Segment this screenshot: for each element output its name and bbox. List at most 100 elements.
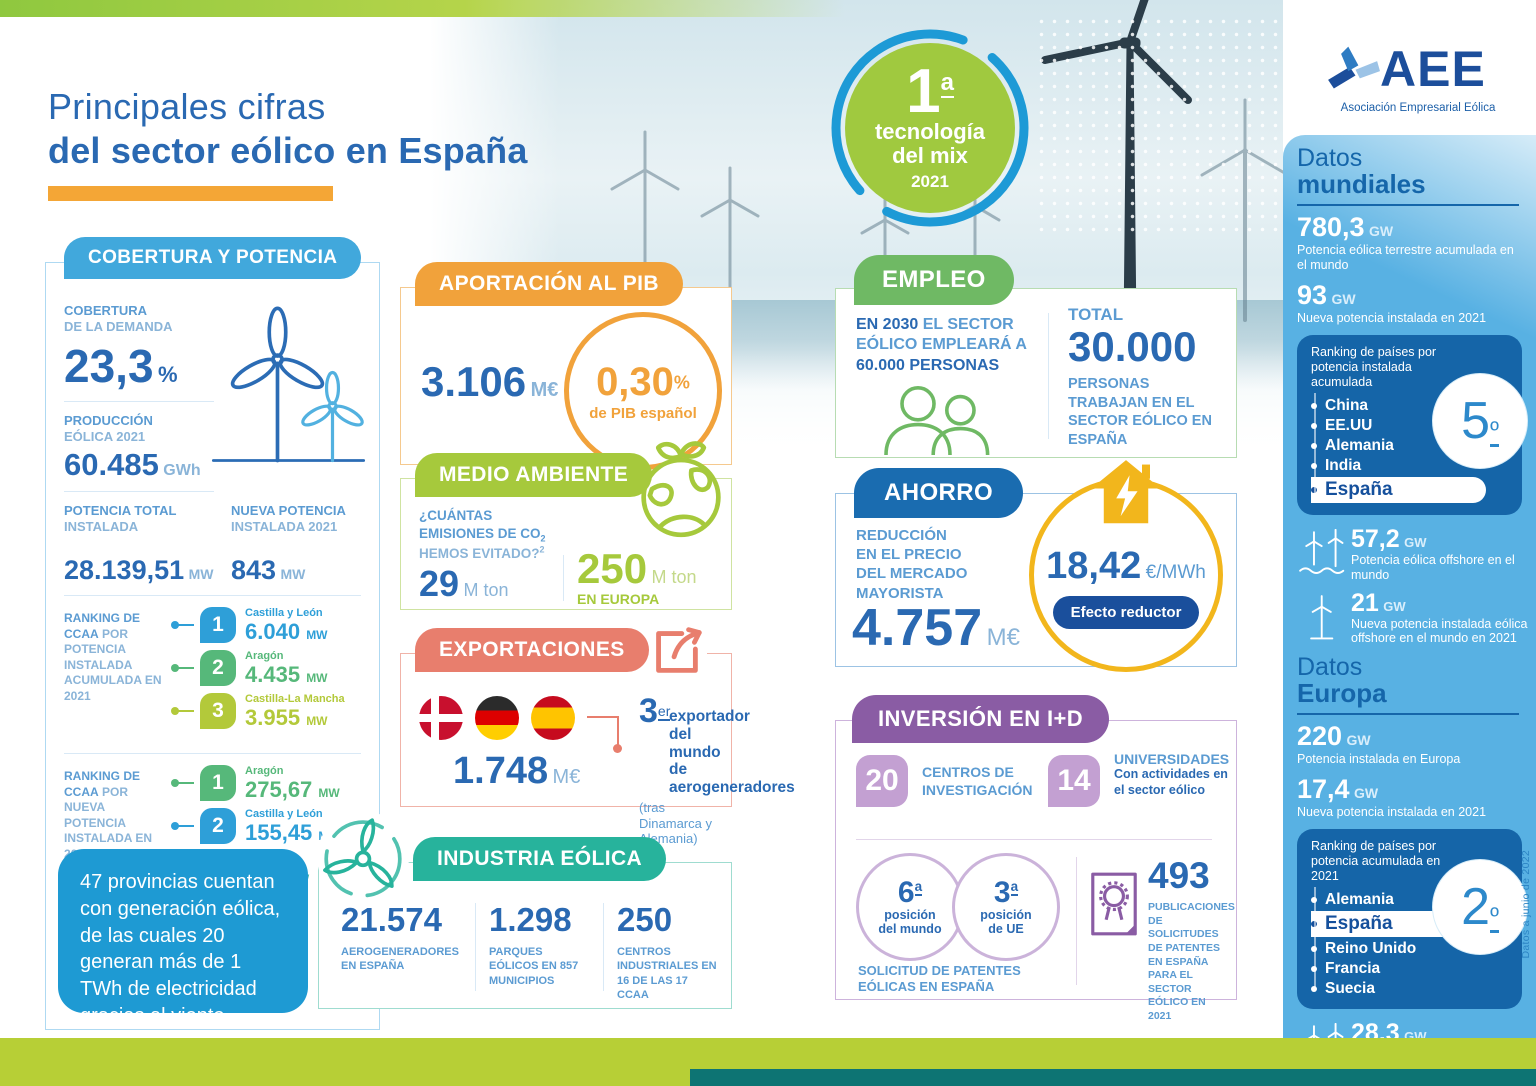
universidades-badge: 14	[1048, 755, 1100, 807]
connector-dot	[613, 744, 622, 753]
posicion-mundo-circle: 6a posición del mundo	[856, 853, 964, 961]
flags-row	[419, 696, 575, 740]
ranking-item: 1 Aragón 275,67 MW	[171, 765, 340, 801]
medio-header: MEDIO AMBIENTE	[415, 453, 653, 497]
top-green-strip	[0, 0, 845, 17]
medio-espana-value: 29 M ton	[419, 563, 509, 604]
ahorro-value: 4.757 M€	[852, 599, 1020, 657]
badge-ring-icon	[831, 29, 1029, 227]
ranking-nueva-title: RANKING DE CCAA POR NUEVA POTENCIA INSTA…	[64, 769, 152, 861]
sidebar-datos: Datos mundiales 780,3 GW Potencia eólica …	[1283, 135, 1536, 1038]
earth-sprout-icon	[641, 441, 721, 538]
offshore-turbines-icon	[1299, 529, 1345, 575]
badge-disc: 1a tecnología del mix 2021	[845, 43, 1015, 213]
medio-europa-value: 250 M ton EN EUROPA	[577, 545, 697, 607]
section-empleo: EMPLEO EN 2030 EL SECTOR EÓLICO EMPLEARÁ…	[835, 255, 1237, 458]
provincias-note: 47 provincias cuentan con generación eól…	[58, 849, 308, 1027]
badge-number: 1a	[906, 56, 954, 126]
flag-denmark-icon	[419, 696, 463, 740]
bottom-teal-band	[690, 1069, 1536, 1086]
pib-circle-value: 0,30%	[596, 360, 690, 404]
logo-text: AEE	[1380, 41, 1486, 97]
section-exportaciones: EXPORTACIONES 1.748 M€ 3er exportador de…	[400, 620, 795, 846]
export-arrow-icon	[645, 620, 707, 682]
world-map-dots-pattern	[1035, 15, 1285, 235]
section-industria-eolica: INDUSTRIA EÓLICA 21.574 AEROGENERADORES …	[317, 811, 732, 1009]
country-row-highlight: España	[1311, 477, 1486, 504]
people-icon	[884, 386, 990, 455]
offshore-stat: 21 GW Nueva potencia instalada eólica of…	[1297, 590, 1529, 647]
flag-germany-icon	[475, 696, 519, 740]
two-turbines-icon	[211, 306, 366, 463]
title-underline-bar	[48, 186, 333, 201]
ranking-position-badge: 2º	[1432, 859, 1528, 956]
patent-certificate-icon	[1091, 872, 1137, 936]
data-date-footnote: Datos a junio de 2022	[1520, 850, 1532, 959]
nueva-potencia-value: 843 MW	[231, 555, 306, 585]
potencia-total-value: 28.139,51 MW	[64, 555, 214, 585]
centros-stat: 20 CENTROS DE INVESTIGACIÓN	[856, 755, 1034, 807]
exportaciones-header: EXPORTACIONES	[415, 628, 649, 672]
first-technology-badge: 1a tecnología del mix 2021	[828, 26, 1032, 230]
turbine-icon	[1310, 594, 1334, 639]
ahorro-label: REDUCCIÓN EN EL PRECIO DEL MERCADO MAYORIS…	[856, 527, 968, 602]
industria-header: INDUSTRIA EÓLICA	[413, 837, 667, 881]
aee-turbine-icon	[1328, 46, 1380, 89]
offshore-stat: 28,3 GW Potencia eólica offshore instala…	[1297, 1021, 1529, 1038]
rotor-icon	[317, 811, 409, 903]
ranking-europa-box: Ranking de países por potencia acumulada…	[1297, 829, 1528, 1010]
logo-subtitle: Asociación Empresarial Eólica	[1340, 102, 1496, 114]
badge-year: 2021	[911, 172, 949, 192]
cobertura-header: COBERTURA Y POTENCIA	[64, 237, 362, 279]
universidades-stat: 14 UNIVERSIDADES Con actividades en el s…	[1048, 751, 1230, 807]
title-line1: Principales cifras	[48, 86, 326, 127]
ranking-acumulada-title: RANKING DE CCAA POR POTENCIA INSTALADA A…	[64, 611, 162, 703]
section-medio-ambiente: MEDIO AMBIENTE ¿CUÁNTAS EMISIONES DE CO2…	[400, 441, 732, 610]
ranking-item: 1 Castilla y León 6.040 MW	[171, 607, 345, 643]
offshore-turbines-icon	[1307, 1023, 1344, 1038]
section-aportacion-pib: APORTACIÓN AL PIB 3.106 M€ 0,30% de PIB …	[400, 262, 732, 470]
datos-europa-title: Datos Europa	[1297, 653, 1387, 709]
exportaciones-rank: 3er exportador del mundo de aerogenerado…	[639, 692, 795, 847]
mundiales-stat: 93 GW Nueva potencia instalada en 2021	[1297, 280, 1487, 326]
centros-badge: 20	[856, 755, 908, 807]
empleo-header: EMPLEO	[854, 255, 1014, 305]
ahorro-header: AHORRO	[854, 468, 1024, 518]
pib-circle-label: de PIB español	[589, 405, 697, 422]
posicion-ue-circle: 3a posición de UE	[952, 853, 1060, 961]
europa-stat: 220 GW Potencia instalada en Europa	[1297, 721, 1461, 767]
section-ahorro: AHORRO REDUCCIÓN EN EL PRECIO DEL MERCADO…	[835, 460, 1237, 672]
solicitud-label: SOLICITUD DE PATENTES EÓLICAS EN ESPAÑA	[858, 963, 1021, 995]
offshore-stat: 57,2 GW Potencia eólica offshore en el m…	[1297, 527, 1529, 583]
exportaciones-value: 1.748 M€	[453, 750, 581, 792]
ahorro-precio: 18,42 €/MWh	[1046, 545, 1206, 587]
industria-stat: 1.298 PARQUES EÓLICOS EN 857 MUNICIPIOS	[489, 901, 579, 987]
medio-question: ¿CUÁNTAS EMISIONES DE CO2 HEMOS EVITADO?…	[419, 508, 546, 562]
empleo-future-text: EN 2030 EL SECTOR EÓLICO EMPLEARÁ A 60.0…	[856, 316, 1027, 374]
ranking-position-badge: 5º	[1432, 373, 1528, 470]
ranking-acumulada-list: 1 Castilla y León 6.040 MW 2 Aragón 4.43…	[171, 607, 345, 736]
aee-logo: AEE Asociación Empresarial Eólica	[1318, 38, 1518, 114]
produccion-label: PRODUCCIÓN EÓLICA 2021	[64, 413, 153, 445]
mundiales-stat: 780,3 GW Potencia eólica terrestre acumu…	[1297, 212, 1514, 273]
datos-mundiales-title: Datos mundiales	[1297, 144, 1426, 199]
country-row: Francia	[1311, 959, 1522, 978]
house-energy-icon	[1091, 460, 1161, 524]
cobertura-demanda-value: 23,3 %	[64, 340, 178, 392]
pib-circle: 0,30% de PIB español	[564, 312, 722, 470]
ranking-mundial-box: Ranking de países por potencia instalada…	[1297, 335, 1528, 516]
potencia-total-label: POTENCIA TOTAL INSTALADA	[64, 503, 177, 535]
page-title: Principales cifras del sector eólico en …	[48, 86, 528, 201]
cobertura-demanda-label: COBERTURA DE LA DEMANDA	[64, 303, 173, 335]
ranking-item: 2 Castilla y León 155,45 MW	[171, 808, 340, 844]
ranking-item: 3 Castilla-La Mancha 3.955 MW	[171, 693, 345, 729]
industria-stat: 21.574 AEROGENERADORES EN ESPAÑA	[341, 901, 459, 973]
flag-spain-icon	[531, 696, 575, 740]
inversion-header: INVERSIÓN EN I+D	[852, 695, 1110, 743]
flag-connector	[587, 716, 619, 748]
empleo-total: TOTAL 30.000 PERSONAS TRABAJAN EN EL SEC…	[1068, 305, 1212, 448]
title-line2: del sector eólico en España	[48, 130, 528, 171]
section-inversion-id: INVERSIÓN EN I+D 20 CENTROS DE INVESTIGA…	[835, 695, 1237, 1022]
publicaciones-stat: 493 PUBLICACIONES DE SOLICITUDES DE PATE…	[1148, 855, 1235, 1023]
